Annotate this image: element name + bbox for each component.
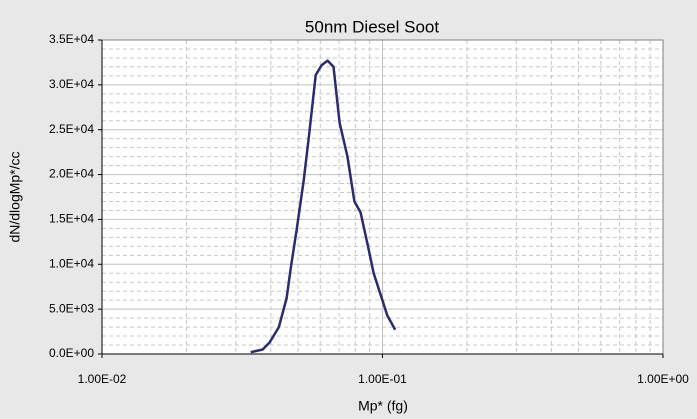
data-line (250, 59, 397, 354)
y-tick-label: 0.0E+00 (49, 346, 94, 360)
x-tick-label: 1.00E+00 (637, 372, 689, 386)
x-tick-label: 1.00E-02 (78, 372, 127, 386)
y-tick-label: 2.0E+04 (49, 167, 94, 181)
y-tick-label: 2.5E+04 (49, 122, 94, 136)
y-tick-label: 3.0E+04 (49, 77, 94, 91)
x-axis-label: Mp* (fg) (358, 398, 408, 414)
x-tick-label: 1.00E-01 (358, 372, 407, 386)
y-tick-label: 3.5E+04 (49, 32, 94, 46)
chart-title: 50nm Diesel Soot (305, 17, 439, 36)
y-axis-label: dN/dlogMp*/cc (7, 151, 23, 242)
y-tick-label: 1.0E+04 (49, 256, 94, 270)
y-tick-label: 5.0E+03 (49, 301, 94, 315)
y-tick-label: 1.5E+04 (49, 212, 94, 226)
